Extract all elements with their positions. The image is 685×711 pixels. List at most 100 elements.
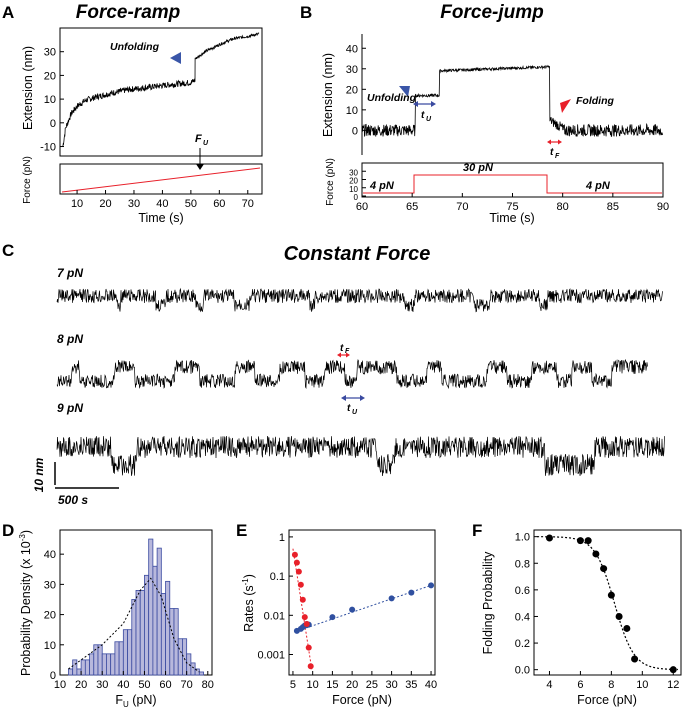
panel-d-ytick-label: 30	[44, 579, 56, 591]
panel-e-axes	[288, 529, 436, 676]
panel-d-xtick-label: 20	[75, 679, 87, 691]
panel-a-ytick-label: 20	[44, 70, 56, 82]
panel-b-tf-arrowhead-left	[547, 139, 551, 145]
panel-f-ytick-label: 0.4	[515, 611, 530, 623]
panel-b-force-ytick-label: 10	[349, 185, 358, 194]
panel-e-xtick-label: 35	[405, 679, 417, 691]
panel-c-trace-8pn	[56, 358, 648, 390]
panel-d-ytick-label: 0	[50, 670, 56, 682]
histogram-bar	[190, 662, 196, 676]
panel-c: C Constant Force 7 pN 8 pN 9 pN t F t U …	[2, 241, 665, 507]
panel-e-xtick-label: 5	[290, 679, 296, 691]
panel-e-points	[291, 551, 435, 670]
panel-f-ytick-label: 0.2	[515, 638, 530, 650]
panel-f-xticks: 4 6 8 10 12	[546, 671, 679, 691]
folding-rate-point	[303, 620, 310, 627]
panel-b-yticks: 0 10 20 30 40	[346, 43, 366, 137]
panel-d-ylabel-exp: -3	[18, 534, 27, 542]
histogram-bar	[160, 593, 166, 676]
panel-b-tu-arrowhead-right	[431, 101, 436, 107]
folding-probability-point	[584, 537, 592, 545]
folding-rate-point	[299, 596, 306, 603]
panel-d-xlabel-sub: U	[123, 700, 129, 709]
histogram-bar	[122, 629, 128, 676]
panel-a-xtick-label: 60	[213, 198, 225, 210]
panel-b-ytick-label: 20	[346, 84, 358, 96]
panel-f-xtick-label: 12	[667, 679, 679, 691]
panel-a-xtick-label: 50	[185, 198, 197, 210]
panel-a-unfolding-label: Unfolding	[110, 41, 160, 53]
panel-c-trace-7pn	[56, 287, 663, 313]
panel-a-extension-trace	[62, 32, 260, 147]
folding-probability-point	[631, 655, 639, 663]
folding-rate-point	[307, 663, 314, 670]
panel-d-ytick-label: 40	[44, 549, 56, 561]
panel-c-label-7pn: 7 pN	[57, 266, 83, 280]
panel-b-force-ytick-label: 30	[349, 168, 358, 177]
panel-b-force-label-low2: 4 pN	[585, 180, 611, 192]
panel-e-ylabel-exp: -1	[241, 578, 250, 586]
histogram-bar	[110, 653, 116, 676]
panel-c-tf-label: t	[340, 343, 344, 354]
histogram-bar	[165, 580, 171, 676]
panel-f-ytick-label: 0.8	[515, 558, 530, 570]
panel-b-force-label-high: 30 pN	[463, 162, 494, 174]
unfolding-rate-point	[408, 589, 415, 596]
panel-c-scalebar-y-label: 10 nm	[32, 457, 46, 492]
panel-d-yticks: 0 10 20 30 40	[44, 549, 64, 682]
panel-e-xtick-label: 40	[425, 679, 437, 691]
panel-f-xtick-label: 8	[608, 679, 614, 691]
folding-rate-point	[291, 551, 298, 558]
panel-c-letter: C	[2, 241, 14, 260]
panel-f-axes	[533, 529, 682, 676]
panel-a-xtick-label: 20	[99, 198, 111, 210]
panel-b-extension-trace	[362, 64, 664, 138]
panel-a-xlabel: Time (s)	[138, 211, 183, 225]
panel-c-trace-9pn	[56, 435, 665, 477]
panel-e-ytick-label: 0.001	[257, 650, 285, 662]
panel-a-force-ylabel: Force (pN)	[22, 156, 33, 204]
panel-b-ytick-label: 10	[346, 105, 358, 117]
unfolding-rate-point	[349, 606, 356, 613]
panel-e-xtick-label: 10	[307, 679, 319, 691]
panel-e-xtick-label: 25	[366, 679, 378, 691]
panel-a-ytick-label: 0	[50, 118, 56, 130]
panel-d-xtick-label: 10	[54, 679, 66, 691]
panel-d-letter: D	[2, 521, 14, 540]
panel-a-axes-force	[59, 163, 263, 195]
histogram-bar	[80, 659, 86, 676]
histogram-bar	[97, 644, 103, 676]
folding-probability-point	[592, 550, 600, 558]
unfolding-rate-point	[388, 595, 395, 602]
panel-f-ytick-label: 0.6	[515, 585, 530, 597]
panel-a-xtick-label: 10	[71, 198, 83, 210]
unfolding-rate-point	[329, 614, 336, 621]
histogram-bar	[127, 629, 133, 676]
panel-b-tu-arrowhead-left	[413, 101, 418, 107]
panel-d-xtick-label: 60	[159, 679, 171, 691]
panel-c-tu-sub: U	[352, 409, 358, 416]
panel-b-tf-sub: F	[555, 153, 560, 160]
panel-b-force-label-low: 4 pN	[369, 180, 395, 192]
panel-a-ytick-label: -10	[40, 142, 56, 154]
folding-probability-point	[615, 612, 623, 620]
panel-b-xtick-label: 90	[657, 201, 669, 213]
panel-b-title: Force-jump	[440, 2, 543, 23]
panel-d-xticks: 10 20 30 40 50 60 70 80	[54, 671, 214, 691]
folding-rate-point	[295, 568, 302, 575]
histogram-bar	[76, 668, 82, 676]
histogram-bar	[135, 590, 141, 676]
panel-b-tf-label: t	[550, 147, 554, 158]
panel-c-label-9pn: 9 pN	[57, 401, 83, 415]
folding-rate-point	[293, 559, 300, 566]
panel-a-xticks: 10 20 30 40 50 60 70	[71, 190, 254, 210]
panel-e-xtick-label: 20	[346, 679, 358, 691]
panel-a-title: Force-ramp	[76, 2, 181, 23]
panel-b-tf-arrowhead-right	[558, 139, 562, 145]
panel-a-fu-annotation: F U	[195, 133, 209, 170]
histogram-bar	[182, 638, 188, 676]
panel-e-ytick-label: 0.1	[270, 571, 285, 583]
histogram-bar	[89, 653, 95, 676]
panel-f-xlabel: Force (pN)	[577, 693, 637, 707]
